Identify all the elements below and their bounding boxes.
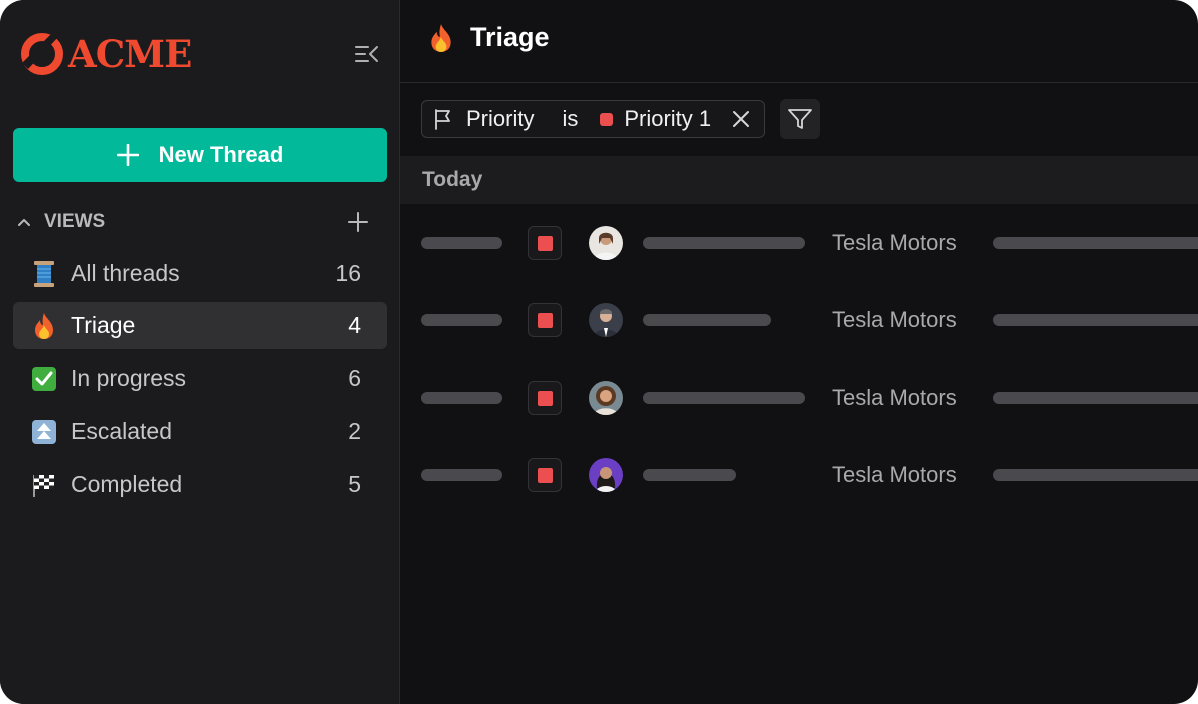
placeholder-bar: [643, 237, 805, 249]
acme-logo-mark-icon: [21, 33, 63, 75]
filter-value[interactable]: Priority 1: [624, 106, 712, 131]
filter-field[interactable]: Priority: [466, 106, 535, 131]
filter-button[interactable]: [780, 99, 820, 139]
new-thread-button[interactable]: New Thread: [13, 128, 387, 182]
sidebar-item-count: 16: [335, 260, 361, 286]
sidebar-item-count: 4: [348, 312, 361, 338]
chequered-flag-icon: [29, 471, 59, 499]
placeholder-bar: [643, 314, 771, 326]
sidebar-item-count: 6: [348, 365, 361, 391]
placeholder-bar: [993, 237, 1198, 249]
priority-badge[interactable]: [528, 381, 562, 415]
chevron-up-icon[interactable]: [16, 214, 32, 230]
sidebar-item-count: 5: [348, 471, 361, 497]
priority-badge[interactable]: [528, 303, 562, 337]
collapse-sidebar-icon[interactable]: [354, 42, 380, 66]
sidebar-item-escalated[interactable]: Escalated 2: [13, 408, 387, 455]
new-thread-label: New Thread: [158, 142, 284, 167]
placeholder-bar: [643, 392, 805, 404]
sidebar-item-triage[interactable]: Triage 4: [13, 302, 387, 349]
fire-icon: [431, 23, 451, 52]
company-name: Tesla Motors: [832, 462, 957, 487]
table-row[interactable]: Tesla Motors: [400, 294, 1198, 346]
avatar: [589, 226, 623, 260]
fire-icon: [29, 312, 59, 340]
plus-icon: [116, 144, 139, 166]
funnel-icon: [788, 109, 812, 129]
main-header: Triage: [400, 0, 1198, 83]
filter-bar: Priority is Priority 1: [400, 84, 1198, 156]
sidebar: ACME New Thread VIEWS: [0, 0, 400, 704]
avatar: [589, 303, 623, 337]
check-mark-button-icon: [29, 365, 59, 393]
flag-icon: [435, 109, 450, 130]
sidebar-item-label: Escalated: [71, 418, 173, 444]
sidebar-item-label: Completed: [71, 471, 183, 497]
placeholder-bar: [993, 392, 1198, 404]
close-icon[interactable]: [732, 110, 750, 128]
avatar: [589, 381, 623, 415]
avatar: [589, 458, 623, 492]
placeholder-bar: [993, 314, 1198, 326]
table-row[interactable]: Tesla Motors: [400, 217, 1198, 269]
filter-operator[interactable]: is: [562, 106, 579, 131]
sidebar-item-label: In progress: [71, 365, 187, 391]
placeholder-bar: [421, 392, 502, 404]
double-up-arrow-icon: [29, 418, 59, 446]
acme-logo-text: ACME: [68, 32, 192, 76]
priority-badge[interactable]: [528, 458, 562, 492]
placeholder-bar: [643, 469, 736, 481]
sidebar-item-in-progress[interactable]: In progress 6: [13, 355, 387, 402]
company-name: Tesla Motors: [832, 307, 957, 332]
sidebar-item-all-threads[interactable]: All threads 16: [13, 250, 387, 297]
table-row[interactable]: Tesla Motors: [400, 372, 1198, 424]
sidebar-item-completed[interactable]: Completed 5: [13, 461, 387, 508]
priority-1-indicator: [600, 112, 614, 126]
sidebar-item-count: 2: [348, 418, 361, 444]
company-name: Tesla Motors: [832, 385, 957, 410]
views-label: VIEWS: [44, 211, 106, 232]
priority-badge[interactable]: [528, 226, 562, 260]
group-header-today: Today: [400, 156, 1198, 204]
page-title-text: Triage: [470, 22, 550, 52]
placeholder-bar: [421, 237, 502, 249]
add-view-icon[interactable]: [346, 210, 370, 234]
spool-of-thread-icon: [29, 260, 59, 288]
company-name: Tesla Motors: [832, 230, 957, 255]
placeholder-bar: [421, 469, 502, 481]
page-title: Triage: [428, 22, 550, 53]
table-row[interactable]: Tesla Motors: [400, 449, 1198, 501]
placeholder-bar: [993, 469, 1198, 481]
placeholder-bar: [421, 314, 502, 326]
sidebar-item-label: Triage: [71, 312, 136, 338]
sidebar-item-label: All threads: [71, 260, 180, 286]
views-section-header[interactable]: VIEWS: [16, 208, 370, 236]
priority-filter-chip[interactable]: Priority is Priority 1: [421, 100, 765, 138]
acme-logo: ACME: [20, 32, 192, 76]
